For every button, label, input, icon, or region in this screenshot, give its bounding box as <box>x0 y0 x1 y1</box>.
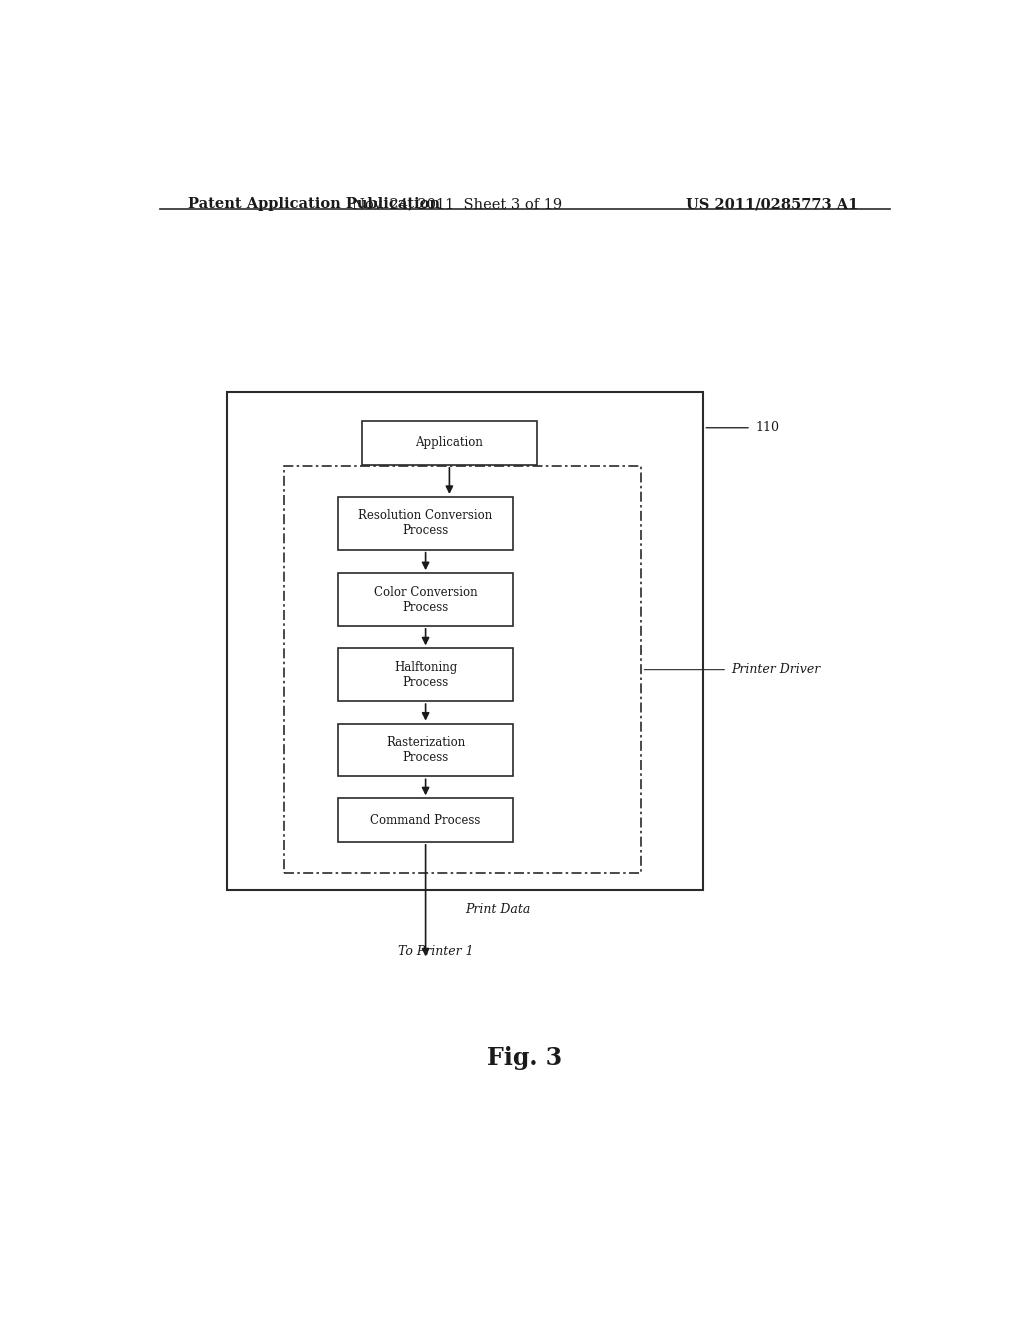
Text: Color Conversion
Process: Color Conversion Process <box>374 586 477 614</box>
Text: Printer Driver: Printer Driver <box>731 663 820 676</box>
Bar <box>338 648 513 701</box>
Bar <box>362 421 537 465</box>
Bar <box>338 799 513 842</box>
Text: Application: Application <box>416 437 483 450</box>
Bar <box>338 573 513 626</box>
Text: Print Data: Print Data <box>465 903 530 916</box>
Text: Rasterization
Process: Rasterization Process <box>386 737 465 764</box>
Text: US 2011/0285773 A1: US 2011/0285773 A1 <box>686 197 858 211</box>
Text: Halftoning
Process: Halftoning Process <box>394 661 458 689</box>
Bar <box>338 723 513 776</box>
Bar <box>227 392 703 890</box>
Text: 110: 110 <box>755 421 779 434</box>
Bar <box>338 496 513 549</box>
Text: Nov. 24, 2011  Sheet 3 of 19: Nov. 24, 2011 Sheet 3 of 19 <box>352 197 562 211</box>
Text: Fig. 3: Fig. 3 <box>487 1045 562 1071</box>
Text: Patent Application Publication: Patent Application Publication <box>187 197 439 211</box>
Text: To Printer 1: To Printer 1 <box>397 945 473 958</box>
Text: Command Process: Command Process <box>371 813 481 826</box>
Bar <box>285 466 641 873</box>
Text: Resolution Conversion
Process: Resolution Conversion Process <box>358 510 493 537</box>
